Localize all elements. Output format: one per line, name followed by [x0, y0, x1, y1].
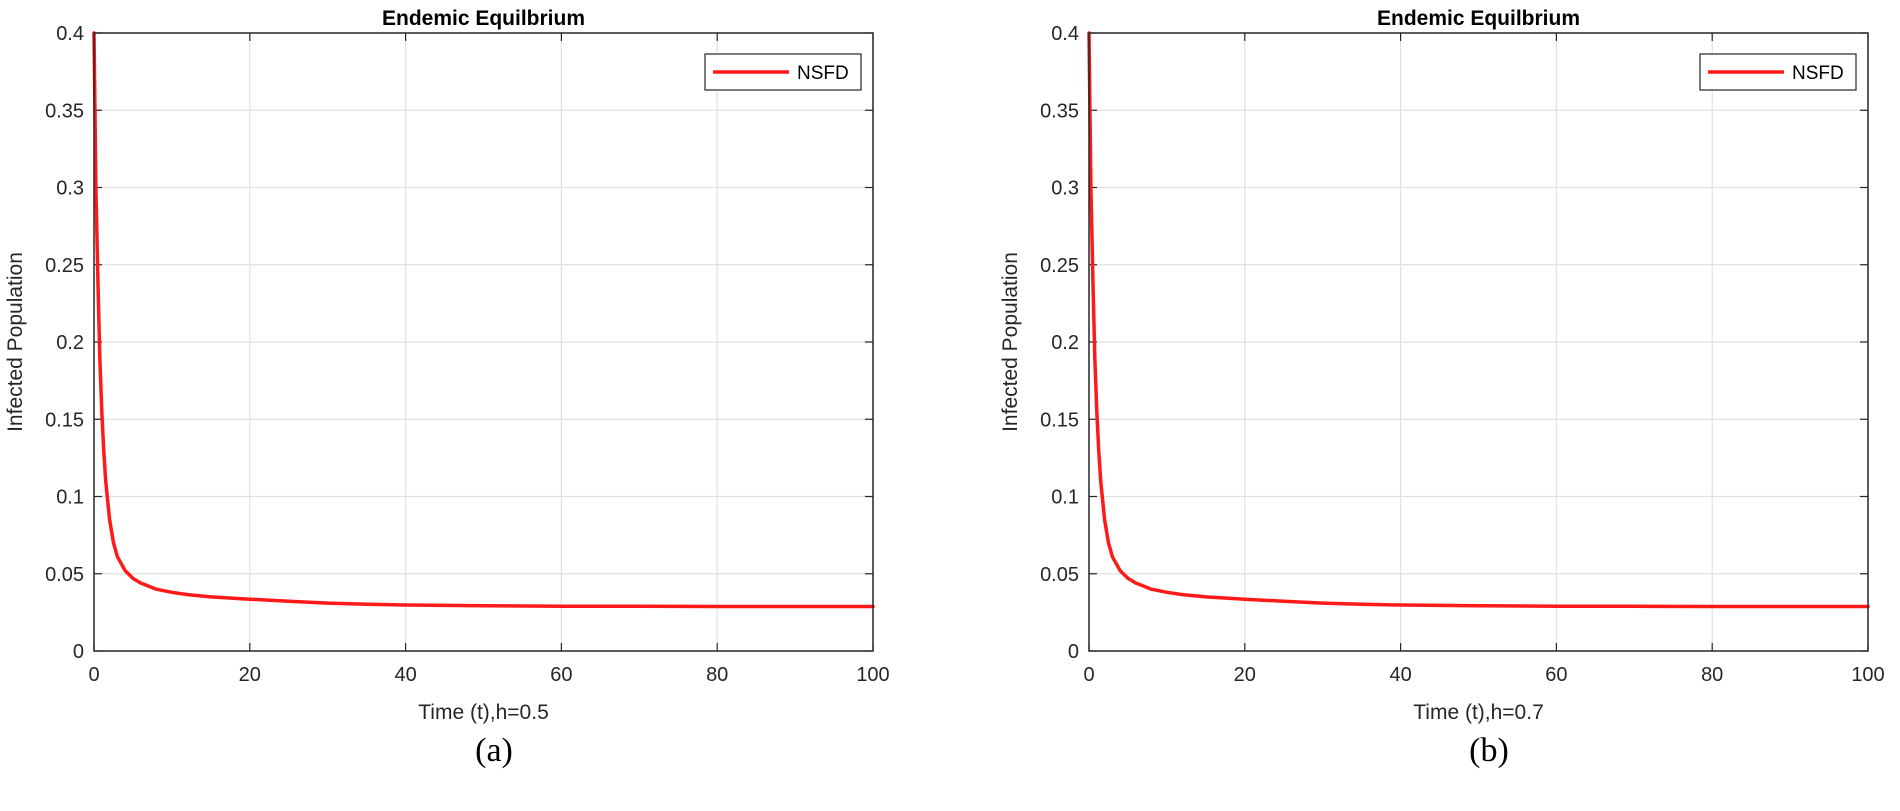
y-tick-label: 0.3: [56, 178, 84, 200]
y-tick-label: 0.4: [56, 23, 84, 45]
y-tick-label: 0.35: [1040, 100, 1079, 122]
legend-label: NSFD: [1792, 63, 1844, 84]
y-axis-label: Infected Population: [4, 252, 27, 432]
x-tick-label: 0: [1083, 664, 1094, 686]
legend-label: NSFD: [797, 63, 849, 84]
chart-b: 0 20 40 60 80 100 0 0.05 0.1 0.15 0.2 0.25 0.3 0.35 0.…: [999, 7, 1885, 724]
x-tick-label: 20: [1234, 664, 1256, 686]
y-tick-label: 0.1: [56, 487, 84, 509]
chart-a: 0 20 40 60 80 100 0 0.05 0.1 0.15 0.2 0.25 0.3 0.35 0.…: [4, 7, 890, 724]
y-tick-label: 0.15: [45, 409, 84, 431]
x-tick-label: 100: [856, 664, 889, 686]
caption-b: (b): [1469, 732, 1509, 769]
x-axis-label: Time (t),h=0.5: [418, 701, 549, 724]
chart-title: Endemic Equilbrium: [382, 7, 585, 30]
series-line-nsfd: [1087, 31, 1870, 609]
series-line-nsfd: [92, 31, 875, 609]
axes-box: [93, 32, 874, 652]
y-tick-label: 0.05: [45, 564, 84, 586]
y-tick-label: 0.4: [1051, 23, 1079, 45]
chart-title: Endemic Equilbrium: [1377, 7, 1580, 30]
axes-box: [1088, 32, 1869, 652]
y-tick-label: 0: [73, 641, 84, 663]
y-tick-label: 0.35: [45, 100, 84, 122]
x-tick-label: 80: [1701, 664, 1723, 686]
legend: NSFD: [704, 53, 862, 91]
x-axis-label: Time (t),h=0.7: [1413, 701, 1544, 724]
x-tick-label: 20: [239, 664, 261, 686]
y-tick-label: 0.15: [1040, 409, 1079, 431]
legend: NSFD: [1699, 53, 1857, 91]
x-tick-label: 60: [550, 664, 572, 686]
x-tick-label: 0: [88, 664, 99, 686]
y-tick-label: 0.05: [1040, 564, 1079, 586]
y-tick-label: 0.2: [56, 332, 84, 354]
caption-a: (a): [475, 732, 513, 769]
x-tick-label: 80: [706, 664, 728, 686]
y-tick-label: 0.25: [45, 255, 84, 277]
y-tick-label: 0: [1068, 641, 1079, 663]
y-tick-label: 0.2: [1051, 332, 1079, 354]
x-tick-label: 40: [394, 664, 416, 686]
y-tick-label: 0.3: [1051, 178, 1079, 200]
x-tick-label: 100: [1851, 664, 1884, 686]
y-axis-label: Infected Population: [999, 252, 1022, 432]
x-tick-label: 40: [1389, 664, 1411, 686]
y-tick-label: 0.25: [1040, 255, 1079, 277]
x-tick-label: 60: [1545, 664, 1567, 686]
y-tick-label: 0.1: [1051, 487, 1079, 509]
